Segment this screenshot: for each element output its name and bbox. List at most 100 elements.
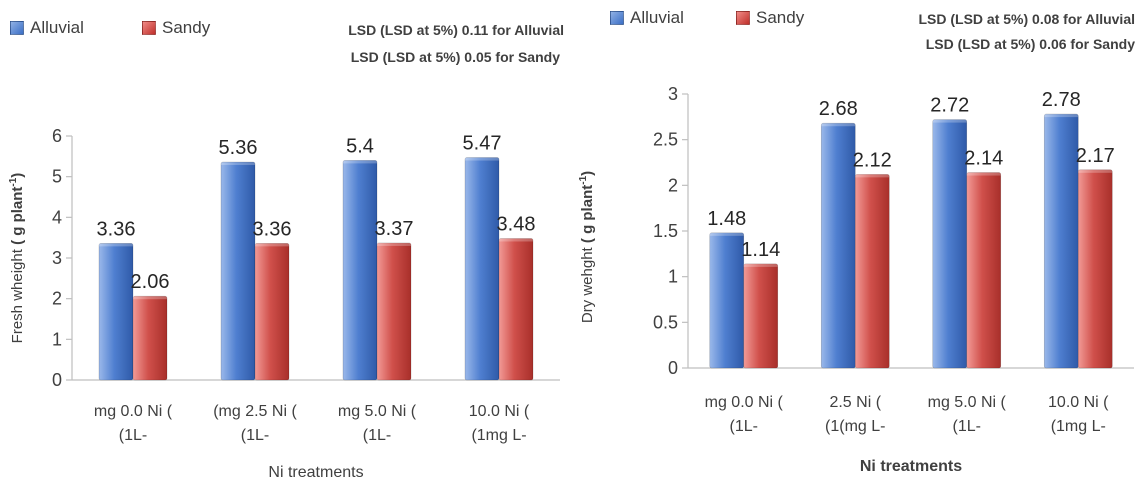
legend-label-sandy: Sandy	[756, 8, 805, 27]
x-tick-label: (1L-	[730, 418, 758, 435]
y-tick-label: 1	[668, 267, 678, 287]
x-tick-label: (1L-	[241, 427, 269, 444]
lsd-note-sandy: LSD (LSD at 5%) 0.06 for Sandy	[925, 36, 1135, 52]
bar-alluvial-3	[932, 119, 968, 369]
x-tick-label: mg 0.0 Ni (	[705, 394, 784, 411]
data-label-alluvial-4: 5.47	[463, 133, 502, 155]
x-tick-label: mg 5.0 Ni (	[338, 403, 417, 420]
x-tick-label: 2.5 Ni (	[829, 394, 881, 411]
legend-swatch-sandy	[142, 21, 156, 35]
x-tick-label: (1mg L-	[471, 427, 526, 444]
legend-label-alluvial: Alluvial	[630, 8, 684, 27]
y-tick-label: 0.5	[653, 312, 678, 332]
bar-alluvial-2	[220, 161, 256, 381]
dry-weight-chart: 0 0.5 1 1.5 2 2.5 3 1.48 1.14 mg 0.0 Ni ( (1L- 2.68…	[578, 84, 1134, 475]
legend-swatch-sandy	[736, 11, 750, 25]
bar-cap	[709, 232, 744, 236]
x-tick-label: 10.0 Ni (	[1048, 394, 1109, 411]
data-label-alluvial-2: 2.68	[819, 98, 858, 120]
y-axis-title: Fresh wheight ( g plant-1)	[8, 173, 26, 344]
bar-cap	[966, 172, 1001, 176]
legend-label-alluvial: Alluvial	[30, 18, 84, 37]
data-label-sandy-1: 1.14	[741, 239, 780, 261]
y-tick-label: 2	[668, 175, 678, 195]
bar-cap	[499, 238, 533, 242]
data-label-sandy-4: 3.48	[497, 213, 536, 235]
legend-item-alluvial: Alluvial	[10, 18, 84, 38]
lsd-note-sandy: LSD (LSD at 5%) 0.05 for Sandy	[350, 49, 560, 65]
dry-weight-chart-panel: Alluvial Sandy LSD (LSD at 5%) 0.08 for …	[572, 0, 1143, 486]
x-tick-label: (1(mg L-	[825, 418, 885, 435]
bar-cap	[133, 296, 167, 300]
bar-sandy-4	[1077, 169, 1113, 369]
bar-sandy-3	[376, 242, 412, 381]
bar-alluvial-4	[1043, 113, 1079, 369]
fresh-weight-chart: 0 1 2 3 4 5 6 3.36 2.06 mg 0.0 Ni ((1L- 5.36 3.36 (m…	[8, 126, 560, 481]
data-label-alluvial-2: 5.36	[219, 137, 258, 159]
y-axis-title: Dry wehght ( g plant-1)	[578, 171, 596, 323]
bar-alluvial-1	[98, 243, 134, 381]
bar-cap	[743, 263, 778, 267]
x-tick-label: (1L-	[119, 427, 147, 444]
legend-swatch-alluvial	[610, 11, 624, 25]
legend-item-alluvial: Alluvial	[610, 8, 684, 28]
bar-alluvial-2	[820, 122, 856, 369]
x-tick-label: 10.0 Ni (	[469, 403, 530, 420]
bar-sandy-4	[498, 238, 534, 381]
data-label-sandy-3: 2.14	[964, 148, 1003, 170]
data-label-sandy-2: 3.36	[253, 218, 292, 240]
bar-cap	[1044, 114, 1079, 118]
y-tick-label: 6	[52, 126, 62, 146]
legend-label-sandy: Sandy	[162, 18, 211, 37]
bar-sandy-2	[254, 243, 290, 381]
data-label-sandy-1: 2.06	[131, 271, 170, 293]
y-tick-label: 3	[668, 84, 678, 104]
bar-cap	[855, 174, 890, 178]
bar-sandy-3	[966, 172, 1002, 369]
bar-cap	[221, 162, 255, 166]
bar-alluvial-3	[342, 160, 378, 381]
bar-cap	[932, 119, 967, 123]
data-label-alluvial-3: 5.4	[346, 135, 374, 157]
data-label-alluvial-1: 3.36	[97, 218, 136, 240]
x-tick-label: (1L-	[363, 427, 391, 444]
y-tick-label: 2.5	[653, 130, 678, 150]
data-label-sandy-3: 3.37	[375, 218, 414, 240]
x-tick-label: mg 0.0 Ni (	[94, 403, 173, 420]
legend-swatch-alluvial	[10, 21, 24, 35]
data-label-sandy-4: 2.17	[1076, 145, 1115, 167]
x-axis-title: Ni treatments	[268, 464, 363, 481]
legend-item-sandy: Sandy	[736, 8, 804, 28]
bar-cap	[1078, 169, 1113, 173]
bar-alluvial-1	[709, 232, 745, 369]
data-label-alluvial-3: 2.72	[930, 95, 969, 117]
y-tick-label: 4	[52, 207, 62, 227]
fresh-weight-chart-panel: Alluvial Sandy LSD (LSD at 5%) 0.11 for …	[8, 18, 564, 481]
y-tick-label: 1	[52, 329, 62, 349]
y-tick-label: 0	[668, 358, 678, 378]
bar-cap	[343, 160, 377, 164]
bar-cap	[255, 243, 289, 247]
lsd-note-alluvial: LSD (LSD at 5%) 0.08 for Alluvial	[918, 11, 1135, 27]
bar-sandy-1	[132, 295, 168, 381]
bar-cap	[465, 157, 499, 161]
data-label-alluvial-4: 2.78	[1042, 89, 1081, 111]
bar-sandy-2	[854, 174, 890, 369]
bar-sandy-1	[743, 263, 779, 369]
y-tick-label: 2	[52, 289, 62, 309]
legend-item-sandy: Sandy	[142, 18, 210, 38]
lsd-note-alluvial: LSD (LSD at 5%) 0.11 for Alluvial	[348, 22, 564, 38]
data-label-sandy-2: 2.12	[853, 149, 892, 171]
y-tick-label: 0	[52, 370, 62, 390]
y-tick-label: 1.5	[653, 221, 678, 241]
x-tick-label: (mg 2.5 Ni (	[213, 403, 297, 420]
x-axis-title: Ni treatments	[860, 458, 962, 475]
bar-cap	[821, 123, 856, 127]
x-tick-label: (1mg L-	[1051, 418, 1106, 435]
bar-alluvial-4	[464, 157, 500, 381]
x-tick-label: mg 5.0 Ni (	[928, 394, 1007, 411]
data-label-alluvial-1: 1.48	[707, 208, 746, 230]
x-tick-label: (1L-	[953, 418, 981, 435]
y-tick-label: 5	[52, 167, 62, 187]
bar-cap	[377, 242, 411, 246]
